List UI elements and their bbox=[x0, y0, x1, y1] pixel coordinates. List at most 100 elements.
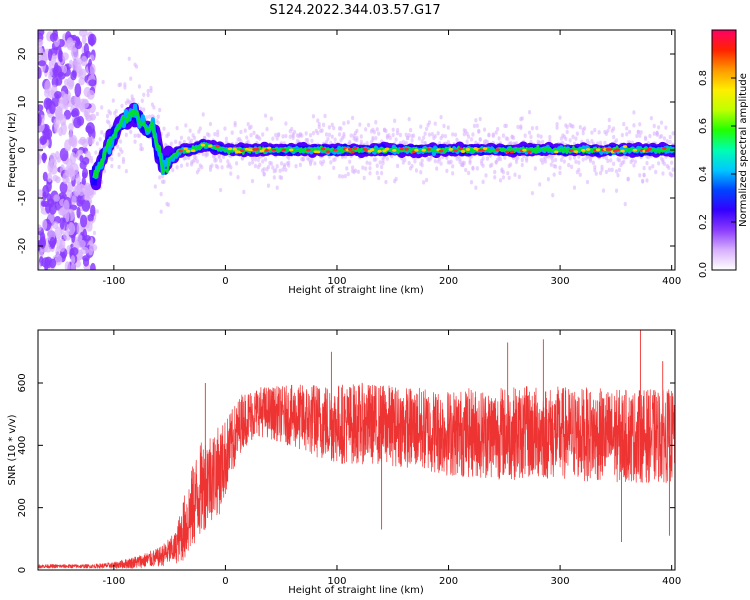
spectrogram-halo bbox=[577, 167, 581, 173]
spectrogram-halo bbox=[516, 155, 520, 160]
spectrogram-halo bbox=[179, 135, 184, 140]
spectrogram-halo bbox=[597, 130, 601, 135]
spectrogram-noise-blob bbox=[54, 254, 63, 266]
spectrogram-halo bbox=[649, 116, 653, 121]
spectrogram-halo bbox=[642, 165, 646, 171]
spectrogram-halo bbox=[607, 167, 611, 173]
spectrogram-halo bbox=[178, 140, 182, 145]
spectrogram-halo bbox=[564, 136, 568, 142]
spectrogram-halo bbox=[481, 179, 485, 185]
spectrogram-noise-blob bbox=[49, 236, 56, 250]
spectrogram-halo bbox=[439, 114, 443, 120]
snr-y-ticks: 0 200 400 600 bbox=[17, 373, 675, 573]
spectrogram-halo bbox=[229, 171, 233, 176]
spectrogram-noise-blob bbox=[53, 194, 60, 202]
spectrogram-noise-blob bbox=[76, 222, 82, 235]
spectrogram-halo bbox=[374, 120, 378, 125]
spectrogram-halo bbox=[439, 161, 443, 166]
spectrogram-hotspot bbox=[183, 147, 188, 151]
spectrogram-halo bbox=[509, 162, 513, 167]
spectrogram-halo bbox=[216, 129, 220, 134]
spectrogram-halo bbox=[635, 133, 639, 139]
spectrogram-halo bbox=[639, 130, 643, 135]
spectrogram-halo bbox=[578, 172, 582, 177]
spectrogram-halo bbox=[275, 185, 279, 190]
spectrogram-noise-blob bbox=[38, 189, 44, 198]
spectrogram-halo bbox=[308, 161, 313, 167]
spectrogram-halo bbox=[266, 183, 271, 188]
spectrogram-halo bbox=[574, 136, 578, 141]
spectrogram-noise-blob bbox=[59, 217, 65, 230]
spectrogram-noise-blob bbox=[81, 199, 91, 212]
spectrogram-halo bbox=[332, 125, 336, 131]
spectrogram-halo bbox=[562, 159, 566, 164]
spectrogram-hotspot bbox=[239, 149, 245, 153]
spectrogram-halo bbox=[137, 84, 142, 89]
spectrogram-halo bbox=[179, 163, 184, 168]
colorbar-tick-label: 0.2 bbox=[698, 214, 709, 230]
spectrogram-halo bbox=[617, 158, 622, 163]
spectrogram-halo bbox=[657, 161, 661, 166]
spectrogram-halo bbox=[446, 125, 450, 130]
spectrogram-noise-blob bbox=[38, 152, 42, 166]
spectrogram-halo bbox=[648, 133, 652, 139]
spectrogram-hotspot bbox=[264, 148, 269, 152]
spectrogram-hotspot bbox=[352, 146, 358, 150]
snr-x-tick-label: 0 bbox=[222, 576, 228, 587]
spectrogram-halo bbox=[612, 126, 616, 131]
spectrogram-halo bbox=[316, 118, 320, 123]
spectrogram-halo bbox=[493, 175, 497, 180]
spectrogram-noise-blob bbox=[78, 77, 85, 86]
spectrogram-halo bbox=[667, 165, 671, 170]
spectrogram-halo bbox=[607, 117, 611, 123]
spectrogram-halo bbox=[407, 160, 411, 166]
spectrogram-halo bbox=[433, 158, 437, 164]
colorbar: 0.0 0.2 0.4 0.6 0.8 Normalized spectral ampl… bbox=[698, 29, 749, 278]
spectrogram-halo bbox=[654, 169, 658, 175]
spectrogram-halo bbox=[625, 126, 629, 131]
spectrogram-halo bbox=[511, 135, 516, 140]
spectrogram-halo bbox=[132, 97, 136, 103]
spectrogram-halo bbox=[530, 190, 535, 196]
spectrogram-halo bbox=[308, 133, 313, 138]
spectrogram-noise-blob bbox=[47, 48, 53, 61]
spectrogram-halo bbox=[279, 161, 284, 166]
spectrogram-halo bbox=[105, 113, 110, 119]
spectrogram-hotspot bbox=[465, 148, 471, 151]
spectrogram-noise-blob bbox=[71, 195, 77, 205]
colorbar-label: Normalized spectral amplitude bbox=[738, 73, 749, 227]
spectrogram-halo bbox=[174, 139, 178, 144]
spectrogram-halo bbox=[266, 164, 271, 170]
spectrogram-halo bbox=[340, 174, 345, 179]
spectrogram-noise-blob bbox=[68, 123, 74, 132]
spectrogram-halo bbox=[142, 92, 146, 97]
spectrogram-halo bbox=[262, 166, 266, 172]
spectrogram-halo bbox=[123, 85, 127, 90]
spectrogram-halo bbox=[410, 163, 414, 169]
spectrogram-halo bbox=[598, 140, 603, 146]
spectrogram-halo bbox=[262, 171, 266, 177]
spectrogram-noise-blob bbox=[64, 78, 69, 86]
spectrogram-halo bbox=[661, 157, 665, 163]
snr-marks bbox=[38, 330, 675, 569]
spectrogram-halo bbox=[249, 132, 253, 138]
snr-series-line bbox=[38, 382, 675, 569]
spectrogram-hotspot bbox=[320, 147, 326, 151]
spectrogram-halo bbox=[374, 157, 378, 162]
spectrogram-halo bbox=[572, 185, 577, 190]
spectrogram-halo bbox=[422, 135, 426, 140]
spectrogram-halo bbox=[381, 157, 385, 163]
spectrogram-halo bbox=[355, 128, 359, 134]
spectrogram-halo bbox=[645, 160, 649, 166]
spectrogram-halo bbox=[507, 175, 511, 181]
spectrogram-halo bbox=[284, 121, 288, 126]
spectrogram-halo bbox=[394, 137, 398, 142]
spectrogram-halo bbox=[422, 180, 426, 185]
spectrogram-halo bbox=[484, 173, 488, 178]
spectrogram-y-tick-label: -20 bbox=[17, 238, 28, 254]
spectrogram-noise-blob bbox=[53, 117, 60, 130]
spectrogram-noise-blob bbox=[83, 235, 91, 242]
spectrogram-noise-blob bbox=[38, 46, 43, 54]
spectrogram-halo bbox=[339, 126, 343, 131]
spectrogram-halo bbox=[317, 175, 321, 180]
